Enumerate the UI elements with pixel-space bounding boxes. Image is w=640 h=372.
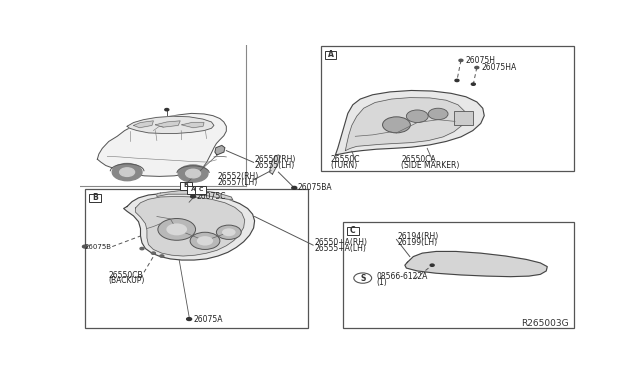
Text: 26550+A(RH): 26550+A(RH) (314, 238, 367, 247)
Text: (TURN): (TURN) (330, 161, 358, 170)
Polygon shape (134, 121, 154, 128)
Bar (454, 111, 474, 125)
Text: 26075H: 26075H (466, 56, 496, 65)
Circle shape (292, 186, 297, 189)
Circle shape (112, 164, 142, 181)
Text: (BACKUP): (BACKUP) (109, 276, 145, 285)
Bar (343, 222, 573, 328)
Circle shape (158, 218, 196, 240)
Circle shape (191, 195, 196, 198)
Circle shape (383, 117, 410, 133)
Circle shape (165, 109, 169, 111)
Polygon shape (156, 121, 180, 127)
Polygon shape (127, 116, 214, 134)
Circle shape (83, 245, 88, 248)
Text: 26550(RH): 26550(RH) (255, 155, 296, 164)
Text: 26555+A(LH): 26555+A(LH) (314, 244, 366, 253)
Circle shape (430, 264, 434, 266)
Circle shape (120, 168, 134, 176)
Circle shape (459, 59, 463, 61)
Text: (1): (1) (376, 278, 387, 287)
Text: R265003G: R265003G (521, 320, 568, 328)
Text: A: A (328, 50, 333, 59)
Text: 08566-6122A: 08566-6122A (376, 272, 428, 280)
Circle shape (187, 318, 191, 321)
Bar (195, 186, 207, 194)
Circle shape (166, 224, 187, 235)
Text: S: S (360, 273, 365, 283)
Text: 26550CA: 26550CA (401, 155, 436, 164)
Text: 26550CB: 26550CB (109, 271, 143, 280)
Polygon shape (136, 196, 244, 256)
Circle shape (428, 108, 448, 120)
Circle shape (354, 273, 372, 283)
Polygon shape (157, 191, 233, 200)
Polygon shape (215, 145, 225, 155)
Text: B: B (92, 193, 98, 202)
Text: 26199(LH): 26199(LH) (397, 238, 438, 247)
Circle shape (140, 247, 144, 250)
Text: 26552(RH): 26552(RH) (218, 172, 259, 181)
Polygon shape (182, 122, 204, 128)
Circle shape (197, 236, 213, 246)
Circle shape (190, 232, 220, 250)
Text: C: C (198, 187, 203, 192)
Text: 26557(LH): 26557(LH) (218, 178, 258, 187)
Circle shape (160, 255, 164, 257)
Circle shape (178, 165, 208, 182)
Text: (SIDE MARKER): (SIDE MARKER) (401, 161, 460, 170)
Circle shape (216, 225, 241, 240)
Circle shape (455, 79, 459, 81)
Polygon shape (97, 113, 227, 176)
Circle shape (152, 252, 156, 254)
Circle shape (475, 67, 479, 69)
Bar (85, 189, 308, 328)
Circle shape (222, 228, 236, 236)
Polygon shape (335, 90, 484, 155)
Circle shape (186, 169, 200, 178)
Polygon shape (124, 193, 255, 260)
Polygon shape (269, 155, 280, 174)
Text: 26075HA: 26075HA (482, 63, 517, 72)
Polygon shape (346, 97, 466, 151)
Text: 26075A: 26075A (193, 315, 223, 324)
Circle shape (471, 83, 476, 85)
Text: A: A (191, 187, 196, 192)
Bar (180, 182, 192, 190)
Text: 26555(LH): 26555(LH) (255, 161, 295, 170)
Bar (89, 194, 101, 202)
Text: 26075BA: 26075BA (297, 183, 332, 192)
Bar (321, 46, 573, 171)
Text: 26194(RH): 26194(RH) (397, 232, 438, 241)
Text: 26075B: 26075B (85, 244, 112, 250)
Text: C: C (350, 226, 356, 235)
Text: 26550C: 26550C (330, 155, 360, 164)
Circle shape (406, 110, 428, 122)
Text: B: B (184, 183, 189, 188)
Bar (324, 51, 337, 59)
Polygon shape (405, 251, 547, 277)
Bar (347, 227, 359, 235)
Bar (187, 186, 199, 194)
Text: 26075C: 26075C (196, 192, 226, 201)
